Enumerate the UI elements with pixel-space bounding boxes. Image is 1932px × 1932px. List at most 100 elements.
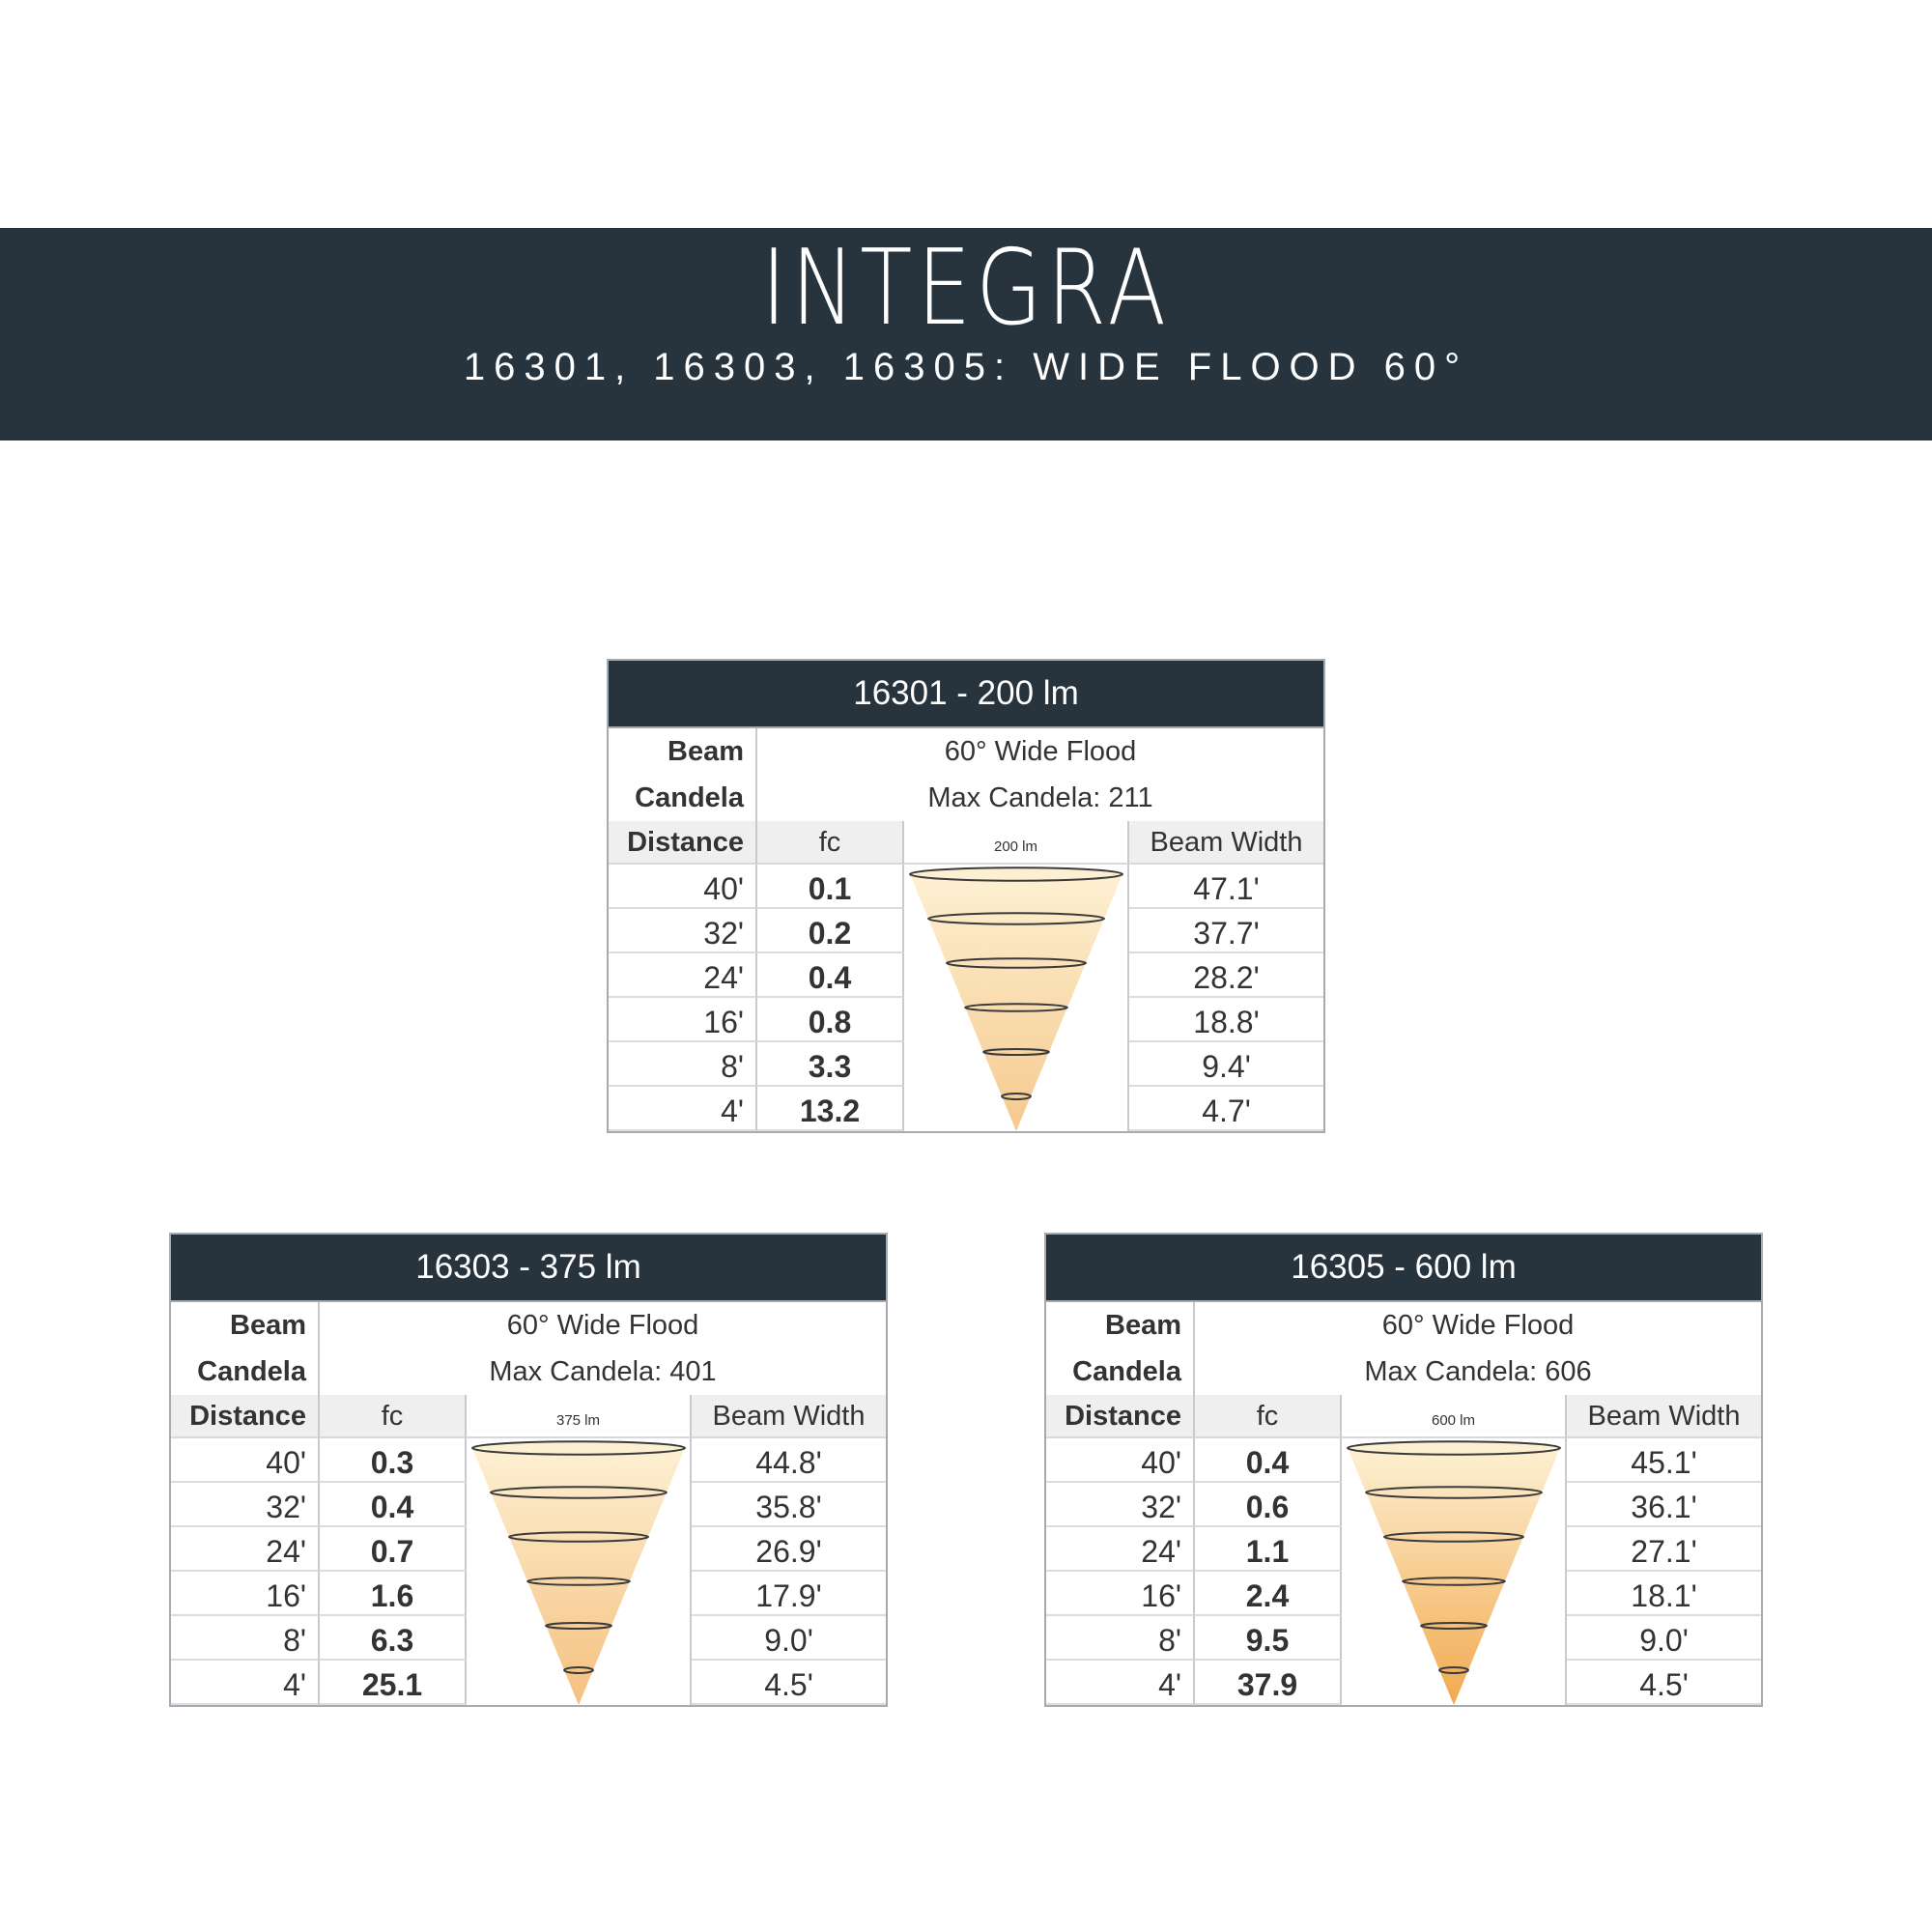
- table-header: 16305 - 600 lm: [1046, 1235, 1761, 1302]
- photometric-table-16301: 16301 - 200 lm Beam 60° Wide Flood Candela M…: [607, 659, 1325, 1133]
- fc-cell: 1.1: [1195, 1527, 1342, 1572]
- beam-width-cell: 37.7': [1129, 909, 1323, 953]
- distance-cell: 24': [609, 953, 757, 998]
- beam-width-cell: 4.5': [1567, 1661, 1761, 1705]
- distance-cell: 16': [1046, 1572, 1195, 1616]
- beam-width-cell: 27.1': [1567, 1527, 1761, 1572]
- product-title: INTEGRA: [760, 228, 1172, 349]
- cone-lumen-label: 375 lm: [555, 1412, 601, 1429]
- column-header-beam-width: Beam Width: [1567, 1395, 1761, 1438]
- fc-cell: 0.3: [320, 1438, 467, 1483]
- column-header-lumens: 600 lm: [1342, 1395, 1567, 1438]
- cone-cell: [467, 1572, 692, 1616]
- candela-row: Candela Max Candela: 211: [609, 775, 1323, 821]
- candela-label: Candela: [171, 1349, 320, 1395]
- beam-width-cell: 18.1': [1567, 1572, 1761, 1616]
- cone-cell: [467, 1438, 692, 1483]
- table-row: 40' 0.3 44.8': [171, 1438, 886, 1483]
- beam-width-cell: 45.1': [1567, 1438, 1761, 1483]
- distance-cell: 4': [609, 1087, 757, 1131]
- distance-cell: 24': [171, 1527, 320, 1572]
- beam-width-cell: 9.0': [692, 1616, 886, 1661]
- candela-value: Max Candela: 211: [927, 782, 1153, 813]
- table-row: 40' 0.4 45.1': [1046, 1438, 1761, 1483]
- cone-lumen-label: 600 lm: [1431, 1412, 1476, 1429]
- beam-value: 60° Wide Flood: [944, 736, 1137, 767]
- distance-cell: 32': [1046, 1483, 1195, 1527]
- beam-width-cell: 44.8': [692, 1438, 886, 1483]
- product-subtitle: 16301, 16303, 16305: WIDE FLOOD 60°: [463, 346, 1469, 388]
- beam-label: Beam: [171, 1302, 320, 1349]
- distance-cell: 4': [171, 1661, 320, 1705]
- table-body: 40' 0.3 44.8' 32' 0.4 35.8' 24' 0.7 26.9' 16' 1.6 1…: [171, 1438, 886, 1705]
- distance-cell: 16': [609, 998, 757, 1042]
- beam-width-cell: 17.9': [692, 1572, 886, 1616]
- cone-cell: [1342, 1616, 1567, 1661]
- cone-cell: [1342, 1527, 1567, 1572]
- table-row: 32' 0.6 36.1': [1046, 1483, 1761, 1527]
- cone-cell: [467, 1527, 692, 1572]
- fc-cell: 13.2: [757, 1087, 904, 1131]
- cone-cell: [1342, 1483, 1567, 1527]
- table-row: 16' 0.8 18.8': [609, 998, 1323, 1042]
- cone-cell: [467, 1616, 692, 1661]
- cone-cell: [904, 1042, 1129, 1087]
- fc-cell: 0.2: [757, 909, 904, 953]
- distance-cell: 24': [1046, 1527, 1195, 1572]
- cone-cell: [1342, 1572, 1567, 1616]
- fc-cell: 6.3: [320, 1616, 467, 1661]
- table-row: 24' 1.1 27.1': [1046, 1527, 1761, 1572]
- table-row: 4' 37.9 4.5': [1046, 1661, 1761, 1705]
- column-header-fc: fc: [320, 1395, 467, 1438]
- cone-cell: [467, 1483, 692, 1527]
- beam-value: 60° Wide Flood: [506, 1310, 699, 1341]
- table-row: 8' 6.3 9.0': [171, 1616, 886, 1661]
- photometric-table-16303: 16303 - 375 lm Beam 60° Wide Flood Candela M…: [169, 1233, 888, 1707]
- distance-cell: 8': [609, 1042, 757, 1087]
- fc-cell: 9.5: [1195, 1616, 1342, 1661]
- fc-cell: 1.6: [320, 1572, 467, 1616]
- distance-cell: 40': [609, 865, 757, 909]
- table-row: 4' 13.2 4.7': [609, 1087, 1323, 1131]
- column-header-beam-width: Beam Width: [1129, 821, 1323, 865]
- column-header-distance: Distance: [171, 1395, 320, 1438]
- cone-cell: [1342, 1661, 1567, 1705]
- candela-label: Candela: [1046, 1349, 1195, 1395]
- column-header-lumens: 200 lm: [904, 821, 1129, 865]
- fc-cell: 0.4: [757, 953, 904, 998]
- beam-row: Beam 60° Wide Flood: [609, 728, 1323, 775]
- beam-width-cell: 36.1': [1567, 1483, 1761, 1527]
- candela-value: Max Candela: 606: [1364, 1356, 1592, 1387]
- table-row: 16' 2.4 18.1': [1046, 1572, 1761, 1616]
- beam-label: Beam: [609, 728, 757, 775]
- distance-cell: 8': [1046, 1616, 1195, 1661]
- fc-cell: 0.8: [757, 998, 904, 1042]
- distance-cell: 32': [609, 909, 757, 953]
- table-row: 24' 0.4 28.2': [609, 953, 1323, 998]
- beam-width-cell: 18.8': [1129, 998, 1323, 1042]
- table-header: 16303 - 375 lm: [171, 1235, 886, 1302]
- cone-cell: [904, 865, 1129, 909]
- column-header-lumens: 375 lm: [467, 1395, 692, 1438]
- cone-cell: [467, 1661, 692, 1705]
- distance-cell: 40': [1046, 1438, 1195, 1483]
- table-row: 8' 9.5 9.0': [1046, 1616, 1761, 1661]
- beam-width-cell: 4.5': [692, 1661, 886, 1705]
- beam-width-cell: 35.8': [692, 1483, 886, 1527]
- column-header-fc: fc: [1195, 1395, 1342, 1438]
- candela-label: Candela: [609, 775, 757, 821]
- table-body: 40' 0.4 45.1' 32' 0.6 36.1' 24' 1.1 27.1' 16' 2.4 1…: [1046, 1438, 1761, 1705]
- cone-lumen-label: 200 lm: [993, 838, 1038, 855]
- table-row: 4' 25.1 4.5': [171, 1661, 886, 1705]
- beam-value: 60° Wide Flood: [1381, 1310, 1575, 1341]
- cone-cell: [904, 998, 1129, 1042]
- fc-cell: 0.6: [1195, 1483, 1342, 1527]
- table-row: 24' 0.7 26.9': [171, 1527, 886, 1572]
- distance-cell: 8': [171, 1616, 320, 1661]
- distance-cell: 32': [171, 1483, 320, 1527]
- cone-cell: [904, 1087, 1129, 1131]
- cone-cell: [904, 953, 1129, 998]
- column-header-row: Distance fc 375 lm Beam Width: [171, 1395, 886, 1438]
- cone-cell: [1342, 1438, 1567, 1483]
- distance-cell: 16': [171, 1572, 320, 1616]
